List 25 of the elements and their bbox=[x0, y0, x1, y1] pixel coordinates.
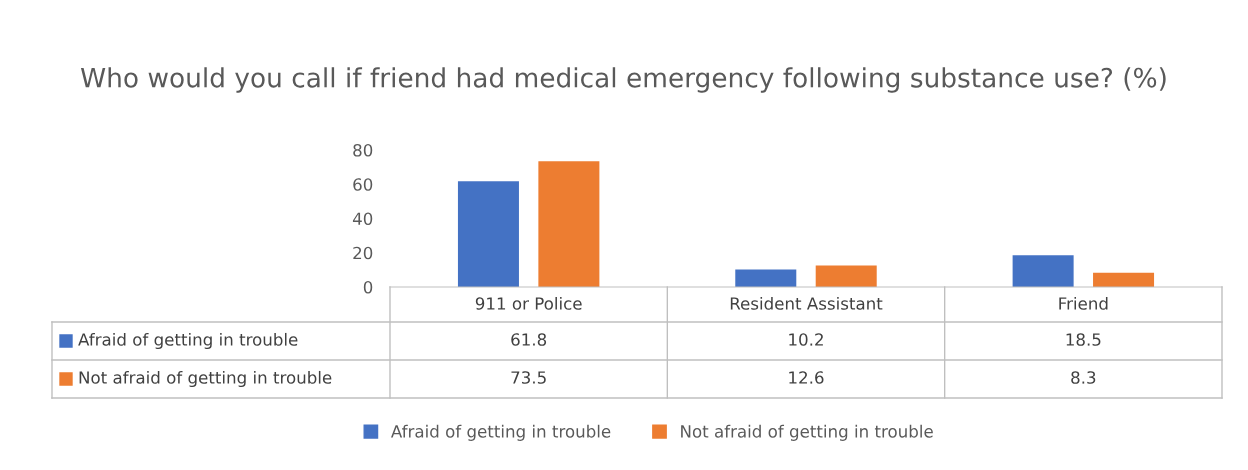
bar bbox=[457, 181, 519, 287]
data-label: 12.6 bbox=[789, 371, 824, 384]
chart-title: Who would you call if friend had medical emergency following substance use? (%) bbox=[80, 67, 1166, 93]
y-tick-label: 0 bbox=[363, 280, 373, 294]
bar bbox=[815, 265, 877, 287]
x-tick-label: 911 or Police bbox=[475, 296, 582, 310]
bar bbox=[1012, 255, 1074, 287]
text: Not afraid of getting in trouble bbox=[79, 370, 332, 388]
data-label: 8.3 bbox=[1071, 371, 1096, 384]
text: Afraid of getting in trouble bbox=[78, 332, 298, 350]
bar bbox=[1093, 272, 1155, 287]
data-label: 10.2 bbox=[789, 333, 823, 346]
y-tick-label: 20 bbox=[353, 246, 373, 260]
data-label: 18.5 bbox=[1066, 333, 1101, 346]
x-tick-label: Resident Assistant bbox=[730, 296, 883, 310]
data-label: 73.5 bbox=[511, 371, 546, 384]
legend-label: Afraid of getting in trouble bbox=[391, 424, 611, 441]
data-label: 61.8 bbox=[511, 333, 547, 346]
bar bbox=[538, 161, 600, 287]
y-tick-label: 60 bbox=[353, 178, 373, 191]
y-tick-label: 80 bbox=[353, 143, 373, 157]
legend-label: Not afraid of getting in trouble bbox=[681, 424, 933, 441]
bar bbox=[735, 269, 797, 287]
y-tick-label: 40 bbox=[352, 212, 373, 226]
x-tick-label: Friend bbox=[1059, 296, 1108, 310]
